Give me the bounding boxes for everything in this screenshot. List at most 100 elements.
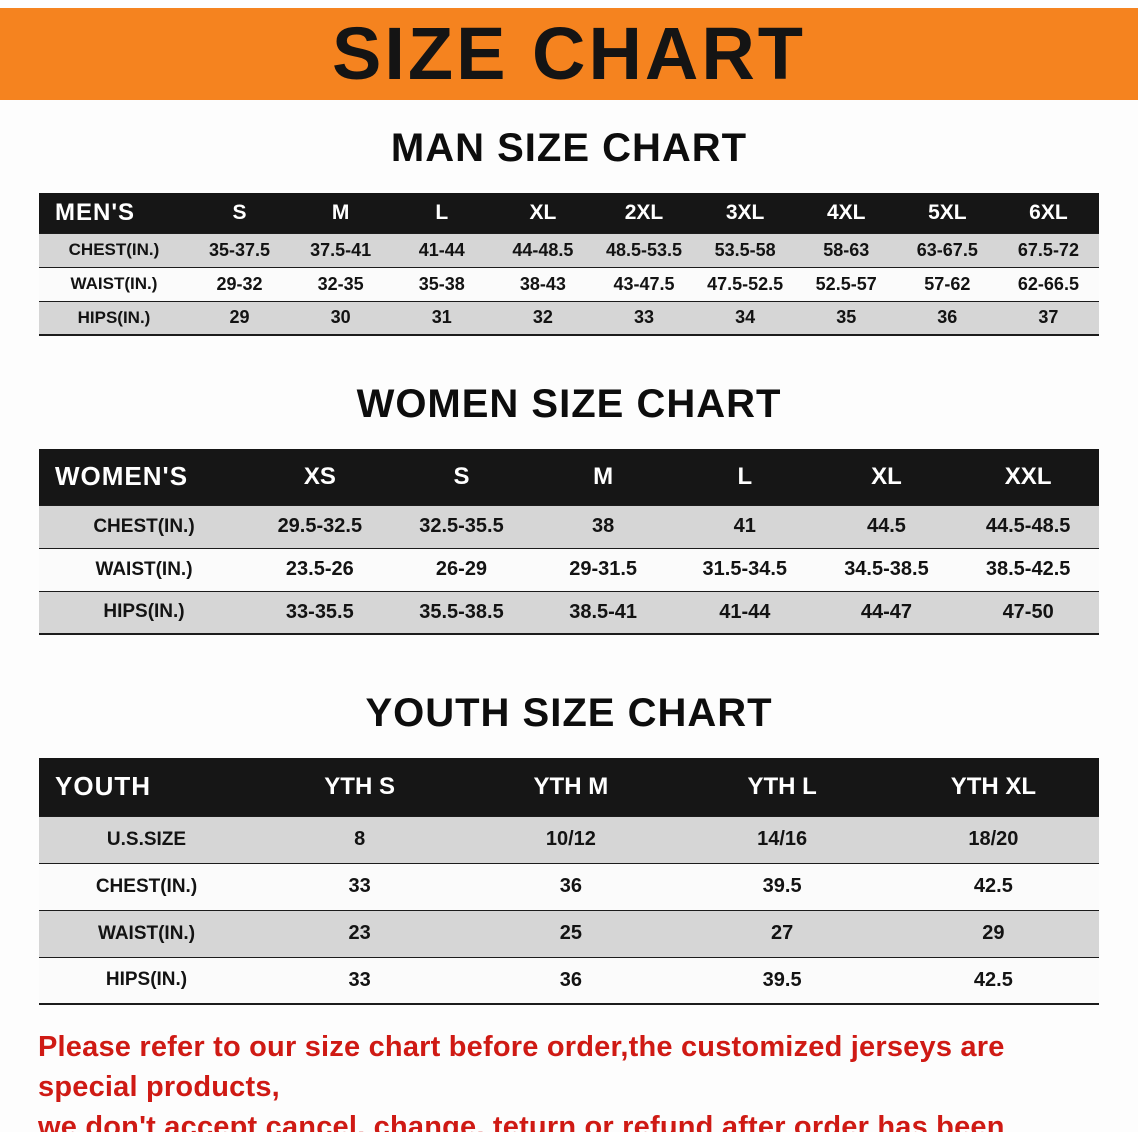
table-row: CHEST(IN.) 33 36 39.5 42.5: [39, 862, 1099, 910]
column-header: YTH XL: [950, 772, 1037, 800]
size-value-cell: 31.5-34.5: [673, 547, 816, 591]
size-value-cell: 57-62: [896, 266, 998, 301]
men-section-title: MAN SIZE CHART: [390, 126, 748, 170]
size-value-cell: 33: [254, 862, 466, 910]
size-value-cell: 27: [676, 909, 888, 957]
size-value-cell: 23: [254, 909, 466, 957]
size-value-cell: 34.5-38.5: [815, 547, 958, 591]
column-header: M: [331, 200, 350, 224]
row-label: WAIST(IN.): [39, 266, 189, 301]
women-section-title: WOMEN SIZE CHART: [356, 382, 782, 426]
table-header-row: MEN'S S M L XL 2XL 3XL 4XL 5XL 6XL: [39, 193, 1099, 233]
size-value-cell: 14/16: [676, 815, 888, 863]
row-label: CHEST(IN.): [39, 504, 249, 548]
column-header: 2XL: [624, 200, 664, 224]
size-value-cell: 53.5-58: [694, 232, 796, 267]
size-value-cell: 36: [896, 300, 998, 335]
size-value-cell: 39.5: [676, 956, 888, 1004]
table-row: U.S.SIZE 8 10/12 14/16 18/20: [39, 815, 1099, 863]
size-value-cell: 31: [391, 300, 493, 335]
youth-size-section: YOUTH SIZE CHART YOUTH YTH S YTH M YTH L YTH…: [0, 691, 1138, 1005]
table-row: HIPS(IN.) 33 36 39.5 42.5: [39, 956, 1099, 1004]
size-value-cell: 41-44: [673, 590, 816, 634]
size-value-cell: 38-43: [492, 266, 594, 301]
size-value-cell: 48.5-53.5: [593, 232, 695, 267]
size-value-cell: 29-32: [189, 266, 291, 301]
row-label: HIPS(IN.): [39, 590, 249, 634]
size-value-cell: 41-44: [391, 232, 493, 267]
row-label: WAIST(IN.): [39, 909, 254, 957]
size-value-cell: 63-67.5: [896, 232, 998, 267]
size-value-cell: 38.5-42.5: [957, 547, 1099, 591]
notice-line-1: Please refer to our size chart before or…: [38, 1031, 1005, 1104]
size-value-cell: 33: [593, 300, 695, 335]
column-header: XL: [529, 200, 557, 224]
size-value-cell: 35: [795, 300, 897, 335]
women-size-table: WOMEN'S XS S M L XL XXL CHEST(IN.) 29.5-32.5 32.5…: [39, 449, 1099, 635]
size-value-cell: 33: [254, 956, 466, 1004]
size-value-cell: 37.5-41: [290, 232, 392, 267]
column-header: 6XL: [1029, 200, 1068, 224]
men-size-section: MAN SIZE CHART MEN'S S M L XL 2XL 3XL 4XL 5XL 6XL…: [0, 126, 1138, 336]
size-value-cell: 42.5: [887, 862, 1099, 910]
column-header: XS: [303, 462, 336, 490]
table-row: CHEST(IN.) 29.5-32.5 32.5-35.5 38 41 44.5 44.5…: [39, 504, 1099, 548]
table-row: CHEST(IN.) 35-37.5 37.5-41 41-44 44-48.5 48.5…: [39, 232, 1099, 267]
size-value-cell: 52.5-57: [795, 266, 897, 301]
table-header-label: YOUTH: [55, 771, 151, 802]
row-label: CHEST(IN.): [39, 862, 254, 910]
table-row: HIPS(IN.) 33-35.5 35.5-38.5 38.5-41 41-44 44-…: [39, 590, 1099, 634]
row-label: HIPS(IN.): [39, 300, 189, 335]
size-value-cell: 35-37.5: [189, 232, 291, 267]
men-size-table: MEN'S S M L XL 2XL 3XL 4XL 5XL 6XL CHEST(IN.) 35-37…: [39, 193, 1099, 336]
size-value-cell: 8: [254, 815, 466, 863]
page-title: SIZE CHART: [332, 12, 806, 95]
row-label: HIPS(IN.): [39, 956, 254, 1004]
column-header: M: [593, 462, 614, 490]
column-header: L: [737, 462, 753, 490]
row-label: CHEST(IN.): [39, 232, 189, 267]
column-header: 3XL: [725, 200, 765, 224]
table-row: WAIST(IN.) 23.5-26 26-29 29-31.5 31.5-34.5 34…: [39, 547, 1099, 591]
column-header: L: [435, 200, 449, 224]
size-value-cell: 33-35.5: [249, 590, 391, 634]
column-header: XXL: [1004, 462, 1052, 490]
youth-section-title: YOUTH SIZE CHART: [365, 691, 773, 735]
size-value-cell: 36: [465, 956, 677, 1004]
size-value-cell: 47.5-52.5: [694, 266, 796, 301]
size-value-cell: 44-48.5: [492, 232, 594, 267]
size-value-cell: 38.5-41: [532, 590, 674, 634]
column-header: YTH L: [747, 772, 817, 800]
size-value-cell: 44.5-48.5: [957, 504, 1099, 548]
size-value-cell: 25: [465, 909, 677, 957]
size-value-cell: 62-66.5: [997, 266, 1099, 301]
column-header: 4XL: [826, 200, 866, 224]
size-value-cell: 29: [189, 300, 291, 335]
size-value-cell: 41: [673, 504, 816, 548]
notice-line-2: we don't accept cancel, change, teturn o…: [38, 1111, 1005, 1132]
column-header: YTH M: [533, 772, 609, 800]
table-header-row: WOMEN'S XS S M L XL XXL: [39, 449, 1099, 505]
size-value-cell: 35-38: [391, 266, 493, 301]
table-row: WAIST(IN.) 29-32 32-35 35-38 38-43 43-47.5 47.…: [39, 266, 1099, 301]
size-value-cell: 29-31.5: [532, 547, 674, 591]
size-value-cell: 38: [532, 504, 674, 548]
size-value-cell: 32.5-35.5: [390, 504, 533, 548]
size-value-cell: 44.5: [815, 504, 958, 548]
table-header-label: WOMEN'S: [55, 461, 189, 492]
banner: SIZE CHART: [0, 8, 1138, 100]
size-value-cell: 58-63: [795, 232, 897, 267]
column-header: 5XL: [928, 200, 967, 224]
size-value-cell: 29.5-32.5: [249, 504, 391, 548]
size-value-cell: 26-29: [390, 547, 533, 591]
size-value-cell: 67.5-72: [997, 232, 1099, 267]
size-value-cell: 32: [492, 300, 594, 335]
table-header-label: MEN'S: [55, 198, 136, 226]
column-header: YTH S: [324, 772, 395, 800]
youth-size-table: YOUTH YTH S YTH M YTH L YTH XL U.S.SIZE 8 10/12…: [39, 758, 1099, 1005]
row-label: WAIST(IN.): [39, 547, 249, 591]
size-value-cell: 18/20: [887, 815, 1099, 863]
column-header: S: [232, 200, 247, 224]
women-size-section: WOMEN SIZE CHART WOMEN'S XS S M L XL XXL CHEST(…: [0, 382, 1138, 635]
